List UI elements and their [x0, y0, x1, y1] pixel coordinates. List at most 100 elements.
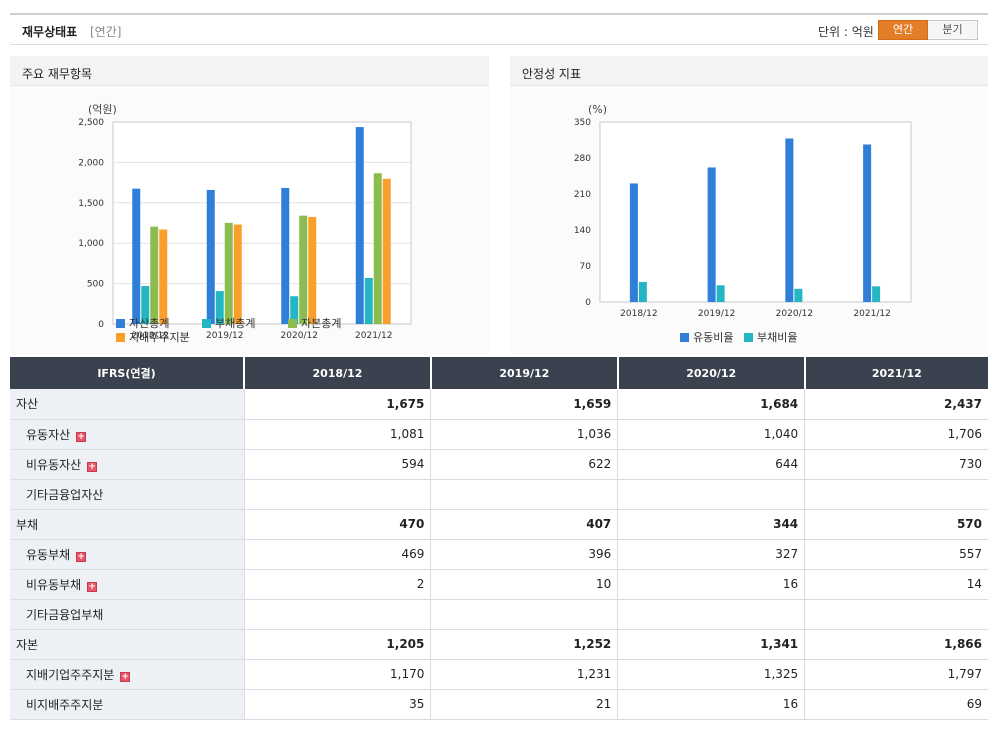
value-cell: 2	[244, 569, 432, 600]
x-tick-label: 2020/12	[281, 331, 318, 341]
value-cell: 35	[244, 689, 432, 720]
legend-item[interactable]: 유동비율	[680, 329, 733, 345]
financial-items-chart: (억원) 0 500 1,000 1,500 2,000 2,500 2018/12 2019/…	[78, 103, 412, 341]
expand-icon[interactable]: +	[120, 671, 131, 682]
value-cell	[430, 599, 619, 630]
x-tick-label: 2019/12	[698, 309, 735, 319]
y-tick-label: 70	[580, 262, 592, 272]
y-tick-label: 210	[574, 190, 591, 200]
value-cell: 16	[617, 569, 806, 600]
legend-label: 부채비율	[757, 331, 798, 344]
bar	[224, 222, 233, 324]
column-header: IFRS(연결)	[10, 357, 245, 389]
y-tick-label: 1,000	[78, 239, 104, 249]
expand-icon[interactable]: +	[76, 431, 87, 442]
legend-swatch	[680, 333, 689, 342]
x-tick-label: 2019/12	[206, 331, 243, 341]
row-label: 기타금융업자산	[26, 487, 104, 502]
plot-area	[599, 121, 912, 303]
value-cell: 1,325	[617, 659, 806, 690]
bar	[299, 215, 308, 324]
y-tick-label: 280	[574, 154, 591, 164]
value-cell: 1,341	[617, 629, 806, 660]
legend-item[interactable]: 자산총계	[116, 315, 169, 331]
table-row: 자산 1,675 1,659 1,684 2,437	[10, 389, 988, 420]
panel-title: 안정성 지표	[522, 67, 582, 81]
row-label-cell: 비유동자산 +	[10, 449, 245, 480]
row-label-cell: 기타금융업부채	[10, 599, 245, 630]
y-tick-label: 500	[87, 280, 104, 290]
y-tick-label: 0	[98, 320, 104, 330]
table-row: 유동부채 +469 396 327 557	[10, 539, 988, 570]
y-tick-label: 1,500	[78, 199, 104, 209]
table-row: 부채 470 407 344 570	[10, 509, 988, 540]
y-tick-label: 140	[574, 226, 591, 236]
legend-item[interactable]: 부채비율	[744, 329, 797, 345]
value-cell	[430, 479, 619, 510]
row-label: 부채	[16, 517, 39, 532]
row-label: 자본	[16, 637, 39, 652]
table-row: 기타금융업부채	[10, 599, 988, 630]
legend-item[interactable]: 자본총계	[288, 315, 341, 331]
value-cell: 69	[804, 689, 988, 720]
value-cell: 1,252	[430, 629, 619, 660]
bar	[382, 178, 391, 324]
value-cell: 470	[244, 509, 432, 540]
value-cell: 327	[617, 539, 806, 570]
bar	[785, 138, 794, 302]
x-tick-label: 2021/12	[355, 331, 392, 341]
value-cell	[804, 599, 988, 630]
value-cell: 1,675	[244, 389, 432, 420]
value-cell: 644	[617, 449, 806, 480]
value-cell: 2,437	[804, 389, 988, 420]
bar	[141, 286, 150, 324]
unit-label: 단위 : 억원	[818, 25, 874, 39]
row-label-cell: 유동부채 +	[10, 539, 245, 570]
chart-legend: 유동비율 부채비율	[510, 56, 988, 354]
bar	[629, 183, 638, 302]
expand-icon[interactable]: +	[87, 461, 98, 472]
bar	[373, 173, 382, 324]
bar	[206, 189, 215, 324]
value-cell: 344	[617, 509, 806, 540]
legend-label: 부채총계	[215, 317, 256, 330]
row-label-cell: 비지배주주지분	[10, 689, 245, 720]
value-cell: 14	[804, 569, 988, 600]
balance-sheet-table: IFRS(연결) 2018/12 2019/12 2020/12 2021/12…	[10, 357, 988, 720]
bar	[872, 286, 881, 302]
value-cell: 16	[617, 689, 806, 720]
x-tick-label: 2018/12	[132, 331, 169, 341]
row-label-cell: 유동자산 +	[10, 419, 245, 450]
legend-item[interactable]: 부채총계	[202, 315, 255, 331]
value-cell: 10	[430, 569, 619, 600]
bar	[355, 127, 364, 325]
value-cell: 1,205	[244, 629, 432, 660]
bar	[281, 187, 290, 324]
bar	[863, 144, 872, 302]
period-toggle: 연간 분기	[878, 20, 978, 40]
value-cell	[617, 599, 806, 630]
panel-header: 주요 재무항목	[10, 56, 489, 86]
stability-chart: (%) 0 70 140 210 280 350 2018/12 2019/12 2020/12 2…	[574, 103, 912, 319]
row-label: 자산	[16, 397, 39, 412]
bar	[638, 281, 647, 302]
legend-swatch	[288, 319, 297, 328]
expand-icon[interactable]: +	[87, 581, 98, 592]
bar	[233, 224, 242, 324]
row-label-cell: 부채	[10, 509, 245, 540]
table-row: 지배기업주주지분 +1,170 1,231 1,325 1,797	[10, 659, 988, 690]
expand-icon[interactable]: +	[76, 551, 87, 562]
table-row: 비유동부채 +2 10 16 14	[10, 569, 988, 600]
table-body: 자산 1,675 1,659 1,684 2,437 유동자산 +1,081 1,036 1,0…	[10, 389, 988, 720]
value-cell: 1,659	[430, 389, 619, 420]
value-cell: 557	[804, 539, 988, 570]
bar	[290, 296, 299, 324]
column-header: 2021/12	[804, 357, 988, 389]
row-label-cell: 지배기업주주지분 +	[10, 659, 245, 690]
legend-item[interactable]: 지배주주지분	[116, 329, 190, 345]
quarter-toggle-button[interactable]: 분기	[928, 20, 978, 40]
annual-toggle-button[interactable]: 연간	[878, 20, 928, 40]
row-label: 유동자산	[26, 427, 71, 442]
bar	[308, 216, 317, 324]
x-tick-label: 2020/12	[776, 309, 813, 319]
